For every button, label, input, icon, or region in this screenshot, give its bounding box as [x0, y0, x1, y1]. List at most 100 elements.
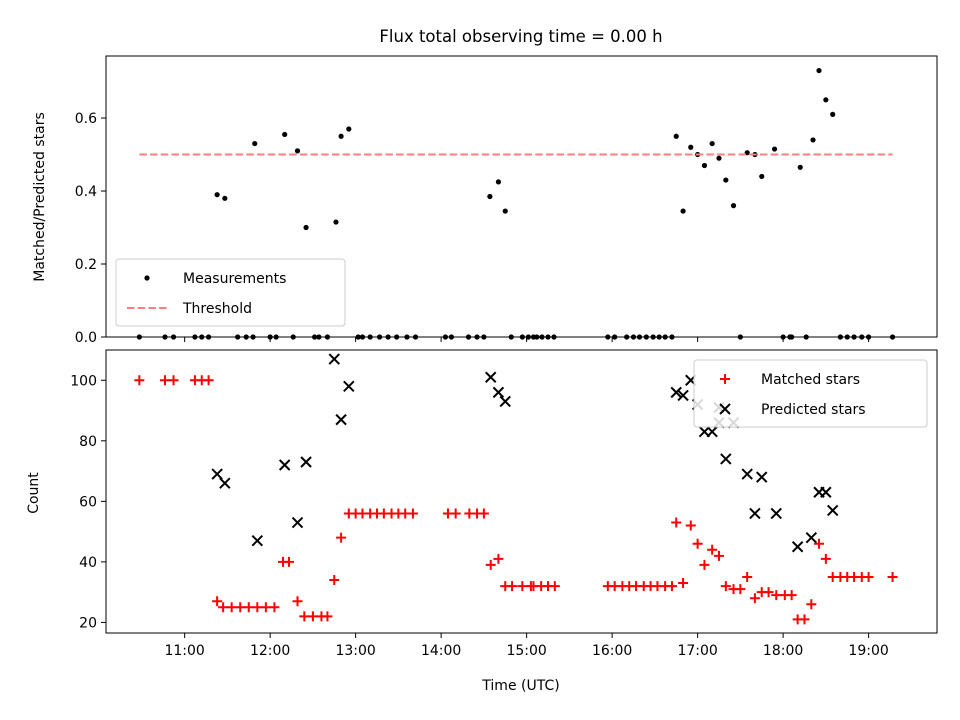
top-point-7 [222, 195, 228, 201]
bottom-matched-point-10 [243, 602, 254, 613]
top-point-66 [730, 203, 737, 209]
top-point-59 [680, 208, 686, 214]
bottom-matched-point-58 [671, 517, 682, 528]
bottom-xtick-label-3: 14:00 [421, 643, 461, 659]
top-legend-box [115, 258, 346, 327]
bottom-legend-box [693, 359, 928, 428]
bottom-predicted-point-19 [720, 453, 732, 465]
top-point-22 [338, 133, 344, 139]
bottom-matched-point-18 [307, 611, 318, 622]
bottom-matched-point-78 [814, 538, 825, 549]
bottom-predicted-point-29 [820, 486, 832, 498]
bottom-matched-point-5 [203, 375, 214, 386]
bottom-matched-point-38 [485, 559, 496, 570]
bottom-matched-point-74 [786, 590, 797, 601]
bottom-xtick-label-4: 15:00 [506, 643, 546, 659]
bottom-matched-point-41 [507, 581, 518, 592]
top-chart-title: Flux total observing time = 0.00 h [379, 27, 662, 46]
bottom-matched-point-2 [168, 375, 179, 386]
bottom-matched-point-8 [226, 602, 237, 613]
bottom-chart-ylabel: Count [26, 472, 42, 514]
bottom-matched-point-7 [218, 602, 229, 613]
bottom-predicted-point-3 [278, 459, 291, 471]
bottom-predicted-point-24 [756, 471, 768, 483]
top-point-39 [502, 208, 508, 214]
top-legend-marker-0 [144, 275, 150, 281]
bottom-matched-point-11 [252, 602, 263, 613]
bottom-matched-point-59 [678, 578, 689, 589]
bottom-matched-point-79 [820, 553, 831, 564]
bottom-matched-point-42 [517, 581, 528, 592]
top-ytick-label-1: 0.2 [75, 257, 97, 273]
top-point-17 [303, 224, 309, 231]
bottom-xtick-label-2: 13:00 [335, 643, 375, 659]
top-point-70 [759, 173, 765, 180]
top-ytick-label-2: 0.4 [75, 184, 97, 200]
bottom-chart-xlabel: Time (UTC) [481, 678, 559, 694]
top-point-38 [495, 179, 502, 185]
bottom-predicted-point-23 [749, 507, 761, 520]
bottom-matched-point-13 [269, 602, 280, 613]
top-plot-area: 0.0 0.2 0.4 0.6 Measurements Threshold [75, 55, 938, 346]
bottom-matched-point-64 [713, 550, 724, 561]
bottom-predicted-point-12 [670, 386, 682, 399]
bottom-xtick-label-5: 16:00 [592, 643, 632, 659]
bottom-legend-marker-0 [720, 374, 730, 384]
bottom-predicted-point-8 [343, 380, 355, 393]
top-point-64 [716, 155, 722, 161]
bottom-legend-label-0: Matched stars [761, 372, 860, 388]
bottom-predicted-point-17 [706, 426, 718, 438]
top-point-58 [673, 133, 679, 139]
bottom-xtick-label-8: 19:00 [848, 643, 888, 659]
bottom-matched-point-69 [749, 593, 760, 604]
top-point-10 [252, 140, 258, 147]
bottom-ytick-label-3: 80 [79, 434, 97, 450]
top-axes-frame [105, 55, 938, 338]
bottom-matched-point-16 [292, 596, 303, 607]
bottom-plot-area: 11:00 12:00 13:00 14:00 15:00 16:00 17:00 18:00… [70, 349, 938, 659]
bottom-predicted-point-7 [335, 413, 347, 426]
bottom-matched-point-39 [493, 553, 504, 564]
bottom-matched-point-62 [699, 559, 710, 570]
bottom-matched-point-37 [478, 508, 489, 519]
bottom-legend-label-1: Predicted stars [761, 402, 866, 418]
bottom-matched-point-86 [887, 572, 898, 583]
bottom-matched-point-1 [159, 375, 170, 386]
bottom-xtick-label-7: 18:00 [763, 643, 803, 659]
bottom-predicted-point-4 [291, 516, 304, 529]
bottom-legend-marker-1 [719, 403, 731, 415]
bottom-predicted-point-9 [485, 371, 497, 383]
bottom-matched-point-57 [666, 581, 677, 592]
bottom-xtick-label-6: 17:00 [677, 643, 717, 659]
bottom-marks [134, 353, 898, 625]
bottom-legend: Matched stars Predicted stars [693, 359, 928, 428]
bottom-ytick-label-4: 100 [70, 373, 97, 389]
top-point-65 [723, 177, 729, 183]
bottom-matched-point-22 [336, 532, 347, 543]
top-point-78 [816, 67, 822, 74]
top-point-16 [294, 148, 301, 154]
bottom-predicted-point-22 [741, 468, 753, 480]
bottom-predicted-point-25 [770, 507, 782, 520]
top-point-79 [823, 97, 829, 103]
top-point-71 [771, 146, 778, 152]
top-point-77 [810, 137, 816, 143]
bottom-matched-point-60 [685, 520, 696, 531]
bottom-matched-point-9 [235, 602, 246, 613]
bottom-matched-point-12 [260, 602, 271, 613]
top-point-62 [701, 162, 708, 169]
bottom-xtick-label-1: 12:00 [250, 643, 290, 659]
bottom-matched-point-0 [134, 375, 145, 386]
top-point-21 [333, 219, 339, 225]
bottom-matched-point-72 [771, 590, 782, 601]
top-chart-ylabel: Matched/Predicted stars [32, 112, 48, 282]
bottom-matched-point-20 [322, 611, 333, 622]
bottom-predicted-point-2 [251, 534, 264, 547]
top-legend-label-1: Threshold [182, 301, 252, 317]
bottom-axes-frame [105, 349, 938, 634]
bottom-predicted-point-5 [300, 456, 312, 468]
bottom-xtick-label-0: 11:00 [164, 643, 204, 659]
bottom-predicted-point-26 [791, 541, 804, 553]
bottom-matched-point-65 [720, 581, 731, 592]
